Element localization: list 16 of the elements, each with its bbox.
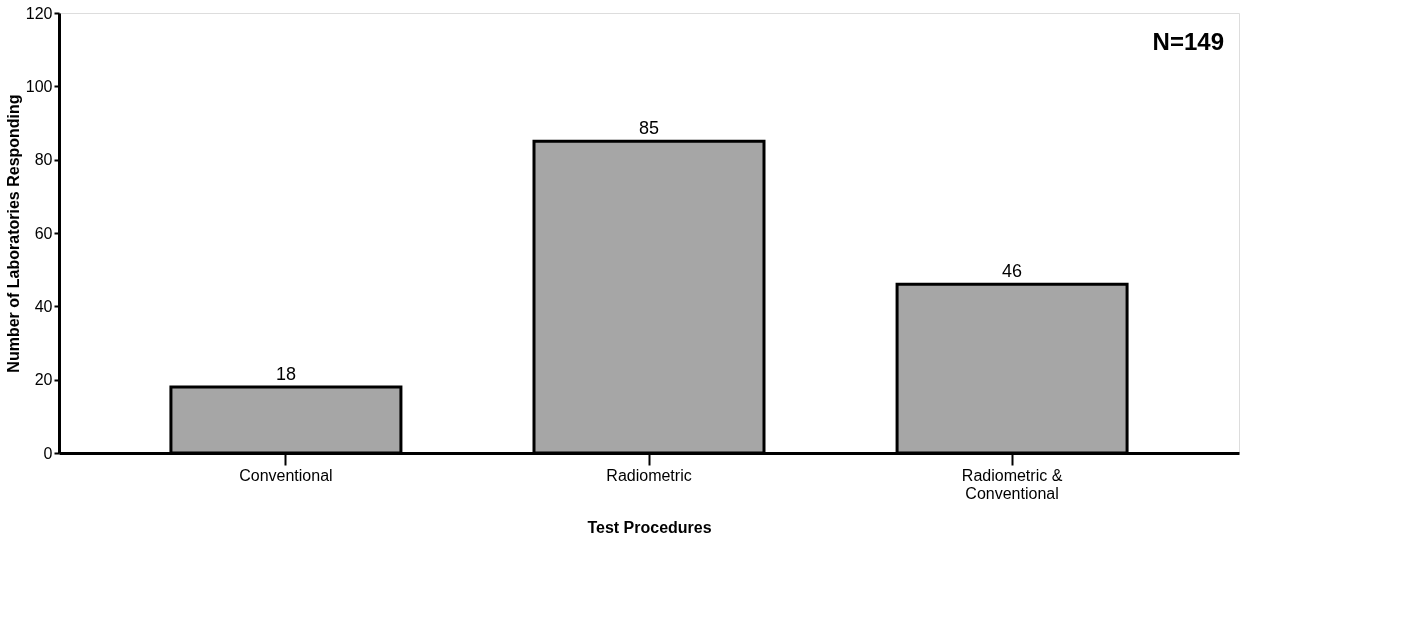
- y-tick-label: 80: [34, 151, 53, 169]
- y-tick-label: 40: [34, 297, 53, 315]
- y-tick-label: 120: [25, 4, 53, 22]
- x-tick-label: Conventional: [239, 466, 333, 484]
- y-axis-title: Number of Laboratories Responding: [4, 94, 22, 373]
- annotation: N=149: [1152, 28, 1224, 55]
- y-tick-label: 60: [34, 224, 53, 242]
- x-tick-label: Radiometric & Conventional: [961, 466, 1063, 502]
- y-tick-label: 20: [34, 371, 53, 389]
- y-tick-label: 100: [25, 77, 53, 95]
- data-label: 18: [275, 364, 296, 384]
- x-tick-label: Radiometric: [606, 466, 692, 484]
- data-label: 46: [1002, 261, 1023, 282]
- x-axis-title: Test Procedures: [587, 518, 712, 536]
- y-tick-label: 0: [43, 444, 53, 462]
- data-label: 85: [638, 118, 660, 139]
